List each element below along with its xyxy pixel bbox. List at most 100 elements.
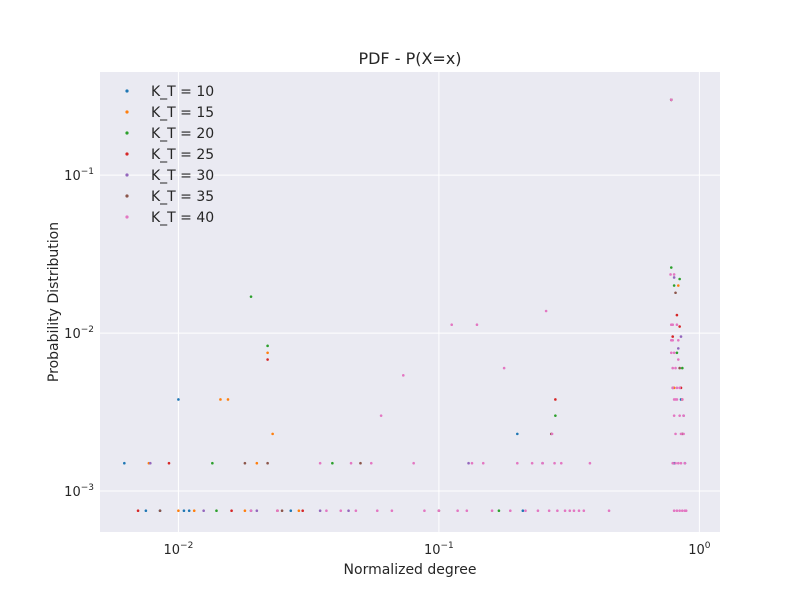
data-point (678, 509, 681, 513)
data-point (541, 461, 544, 465)
x-tick-label: 10−2 (163, 541, 193, 558)
legend-marker (125, 89, 129, 93)
data-point (149, 461, 152, 465)
data-point (669, 351, 673, 355)
data-point (450, 323, 454, 326)
data-point (266, 461, 269, 465)
data-point (325, 509, 328, 513)
grid-lines (100, 72, 720, 532)
data-point (674, 398, 677, 401)
data-point (144, 509, 148, 513)
data-point (301, 509, 304, 513)
data-point (276, 509, 279, 513)
data-point (568, 509, 572, 513)
legend-marker (125, 173, 129, 177)
data-point (677, 347, 680, 350)
data-point (672, 414, 676, 417)
legend-label: K_T = 15 (151, 105, 214, 121)
data-point (669, 273, 672, 276)
data-point (266, 351, 269, 355)
legend-marker (125, 152, 129, 156)
data-point (347, 509, 350, 513)
data-point (289, 509, 293, 513)
data-point (674, 461, 677, 465)
y-axis-title: Probability Distribution (46, 222, 62, 382)
data-point (563, 509, 567, 513)
data-point (677, 358, 680, 361)
data-point (669, 266, 673, 269)
data-point (547, 509, 551, 513)
data-point (339, 509, 343, 513)
data-point (243, 461, 247, 465)
data-point (219, 398, 222, 401)
data-point (682, 432, 685, 436)
data-point (331, 461, 334, 465)
data-point (412, 461, 415, 465)
data-point (502, 366, 506, 370)
data-point (672, 273, 676, 276)
data-point (375, 509, 379, 513)
data-point (123, 461, 126, 465)
data-point (516, 432, 519, 436)
data-point (682, 414, 685, 417)
legend-label: K_T = 35 (151, 189, 214, 205)
data-point (672, 276, 676, 279)
data-point (669, 98, 673, 102)
data-point (544, 309, 548, 313)
data-point (674, 291, 677, 295)
x-tick-label: 100 (688, 541, 711, 558)
legend-marker (125, 194, 129, 198)
data-point (497, 509, 501, 513)
data-point (679, 335, 683, 338)
data-point (674, 366, 677, 370)
plot-area (100, 72, 720, 532)
legend-label: K_T = 40 (151, 210, 214, 226)
data-point (678, 277, 681, 281)
data-point (280, 509, 284, 513)
data-point (192, 509, 196, 513)
data-point (509, 509, 512, 513)
data-point (674, 432, 677, 436)
legend: K_T = 10 K_T = 15 K_T = 20 K_T = 25 K_T = 30… (125, 84, 214, 226)
data-point (671, 461, 675, 465)
tick-labels: 10−2 10−1 100 10−3 10−2 10−1 (64, 167, 711, 558)
y-tick-label: 10−3 (64, 483, 94, 500)
data-point (577, 509, 581, 513)
y-tick-label: 10−1 (64, 167, 94, 184)
data-point (672, 509, 676, 513)
data-point (550, 432, 554, 436)
data-point (177, 398, 180, 401)
data-point (369, 461, 373, 465)
legend-label: K_T = 30 (151, 168, 214, 184)
data-point (318, 509, 322, 513)
data-point (211, 461, 214, 465)
data-point (481, 461, 485, 465)
data-point (521, 509, 525, 513)
data-point (683, 461, 687, 465)
data-point (671, 335, 675, 338)
data-point (530, 461, 534, 465)
data-point (255, 461, 259, 465)
data-point (678, 414, 681, 417)
data-point (470, 461, 474, 465)
chart-title: PDF - P(X=x) (358, 49, 461, 68)
x-axis-title: Normalized degree (344, 562, 477, 578)
data-points (123, 98, 688, 513)
data-point (675, 509, 679, 513)
data-point (249, 509, 253, 513)
data-point (167, 461, 171, 465)
data-point (671, 323, 675, 326)
data-point (202, 509, 205, 513)
legend-marker (125, 215, 129, 219)
data-point (516, 461, 519, 465)
data-point (678, 366, 681, 370)
data-point (677, 461, 680, 465)
data-point (465, 509, 469, 513)
data-point (182, 509, 186, 513)
data-point (679, 432, 683, 436)
data-point (359, 461, 362, 465)
data-point (671, 339, 675, 342)
data-point (679, 461, 683, 465)
data-point (554, 414, 557, 417)
